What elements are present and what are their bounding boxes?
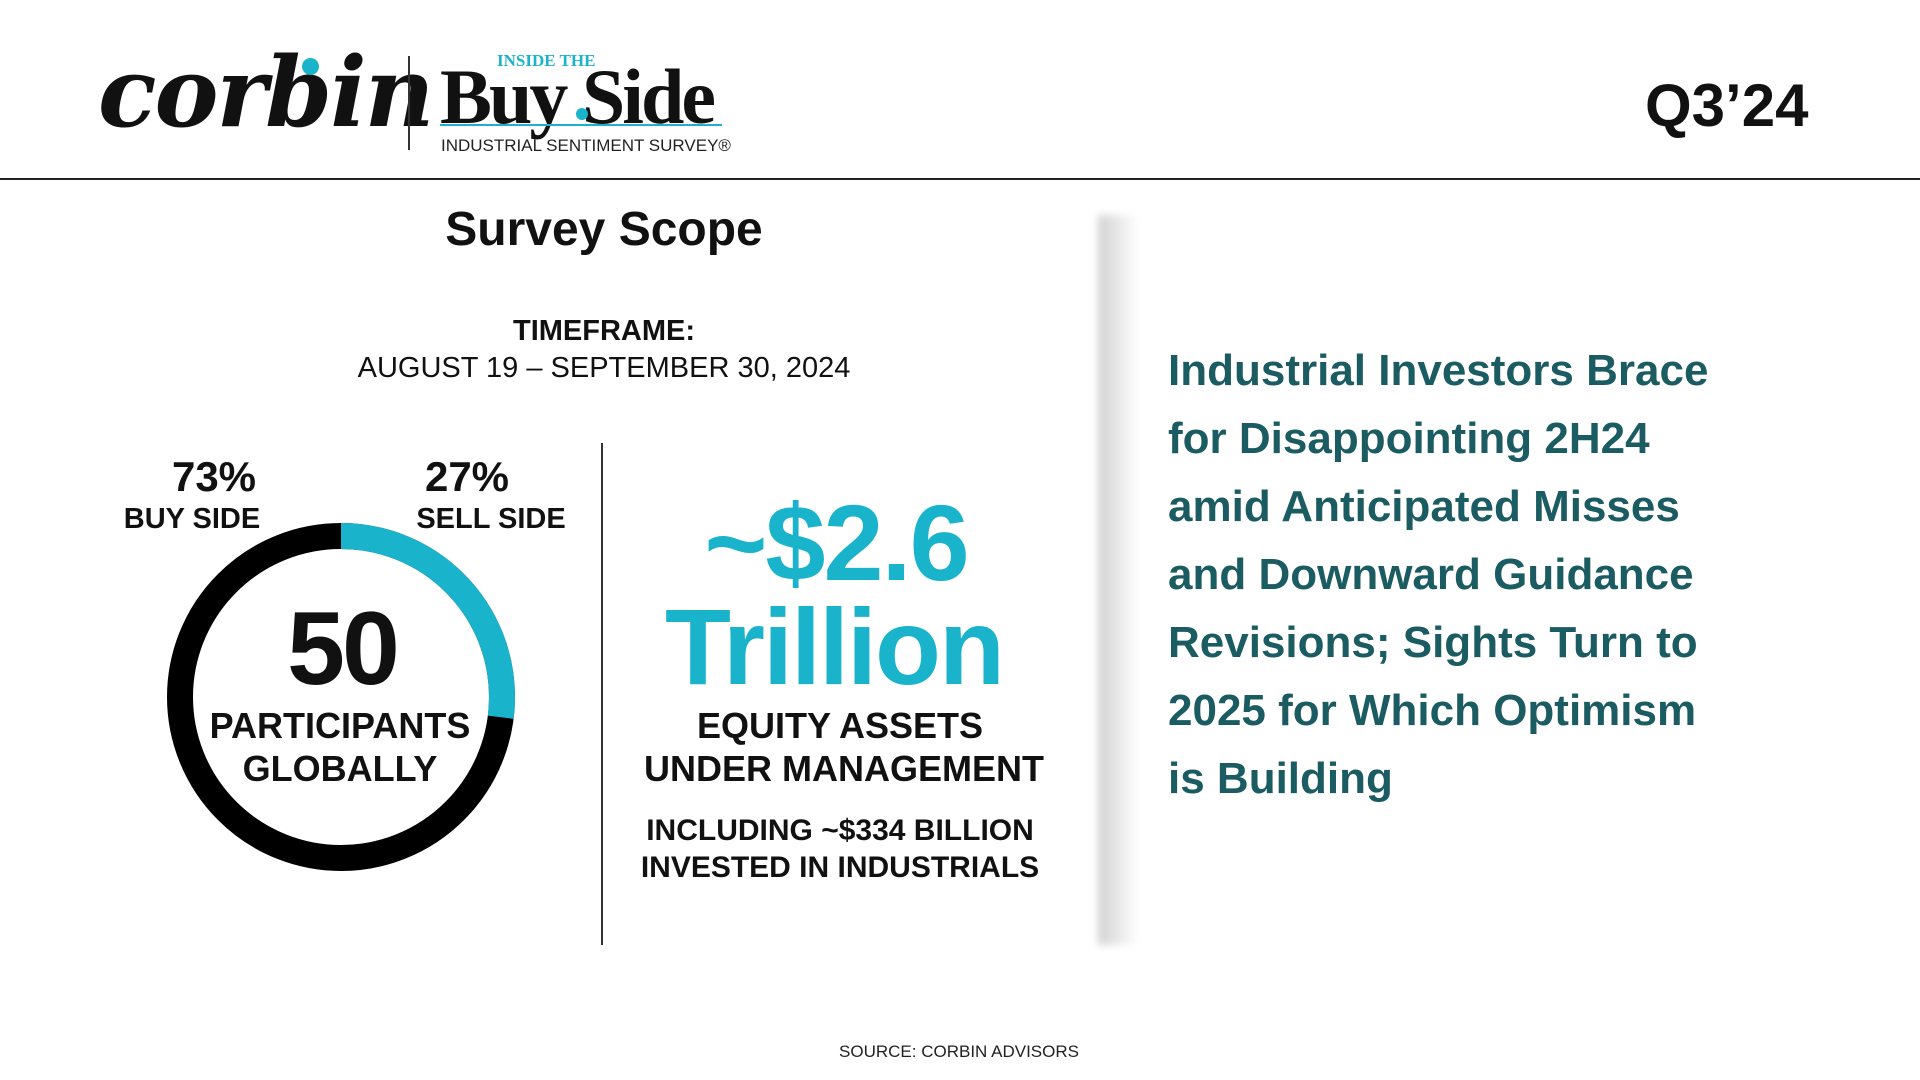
- industrials-note-2: INVESTED IN INDUSTRIALS: [640, 851, 1040, 884]
- headline-line: is Building: [1168, 754, 1393, 803]
- buy-side-pct: 73%: [171, 453, 257, 500]
- logo-divider: [408, 56, 410, 150]
- participants-donut: [167, 523, 515, 871]
- source-note: SOURCE: CORBIN ADVISORS: [839, 1042, 1079, 1061]
- participants-count: 50: [287, 591, 400, 707]
- sell-side-arc: [167, 523, 515, 871]
- headline-line: and Downward Guidance: [1168, 550, 1694, 599]
- section-title: Survey Scope: [445, 203, 763, 256]
- panel-shadow: [1098, 215, 1138, 945]
- participants-label-1: PARTICIPANTS: [209, 705, 471, 746]
- quarter-label: Q3’24: [1645, 72, 1809, 139]
- headline-line: Industrial Investors Brace: [1168, 346, 1709, 395]
- buyside-logo: Buy Side: [440, 53, 716, 140]
- buy-side-label: BUY SIDE: [123, 503, 261, 535]
- headline: Industrial Investors Brace for Disappoin…: [1168, 337, 1808, 813]
- buyside-logo-rule: [440, 124, 722, 126]
- buyside-logo-dot: [576, 108, 588, 120]
- headline-line: 2025 for Which Optimism: [1168, 686, 1697, 735]
- corbin-logo: corbin: [98, 36, 434, 149]
- survey-subtitle: INDUSTRIAL SENTIMENT SURVEY®: [441, 136, 731, 155]
- industrials-note-1: INCLUDING ~$334 BILLION: [646, 814, 1034, 847]
- column-divider: [601, 443, 603, 945]
- timeframe-value: AUGUST 19 – SEPTEMBER 30, 2024: [357, 352, 851, 384]
- header-divider: [0, 178, 1920, 180]
- sell-side-label: SELL SIDE: [416, 503, 566, 535]
- headline-line: amid Anticipated Misses: [1168, 482, 1680, 531]
- sell-side-pct: 27%: [424, 453, 510, 500]
- headline-line: Revisions; Sights Turn to: [1168, 618, 1698, 667]
- headline-line: for Disappointing 2H24: [1168, 414, 1650, 463]
- timeframe-label: TIMEFRAME:: [512, 315, 696, 347]
- assets-value: ~$2.6: [704, 482, 969, 603]
- assets-label-1: EQUITY ASSETS: [696, 705, 984, 746]
- participants-label-2: GLOBALLY: [242, 748, 438, 789]
- assets-unit: Trillion: [664, 586, 1005, 707]
- logo-dot: [302, 58, 319, 75]
- assets-label-2: UNDER MANAGEMENT: [644, 748, 1044, 789]
- buyside-logo-inside: INSIDE THE: [497, 51, 596, 70]
